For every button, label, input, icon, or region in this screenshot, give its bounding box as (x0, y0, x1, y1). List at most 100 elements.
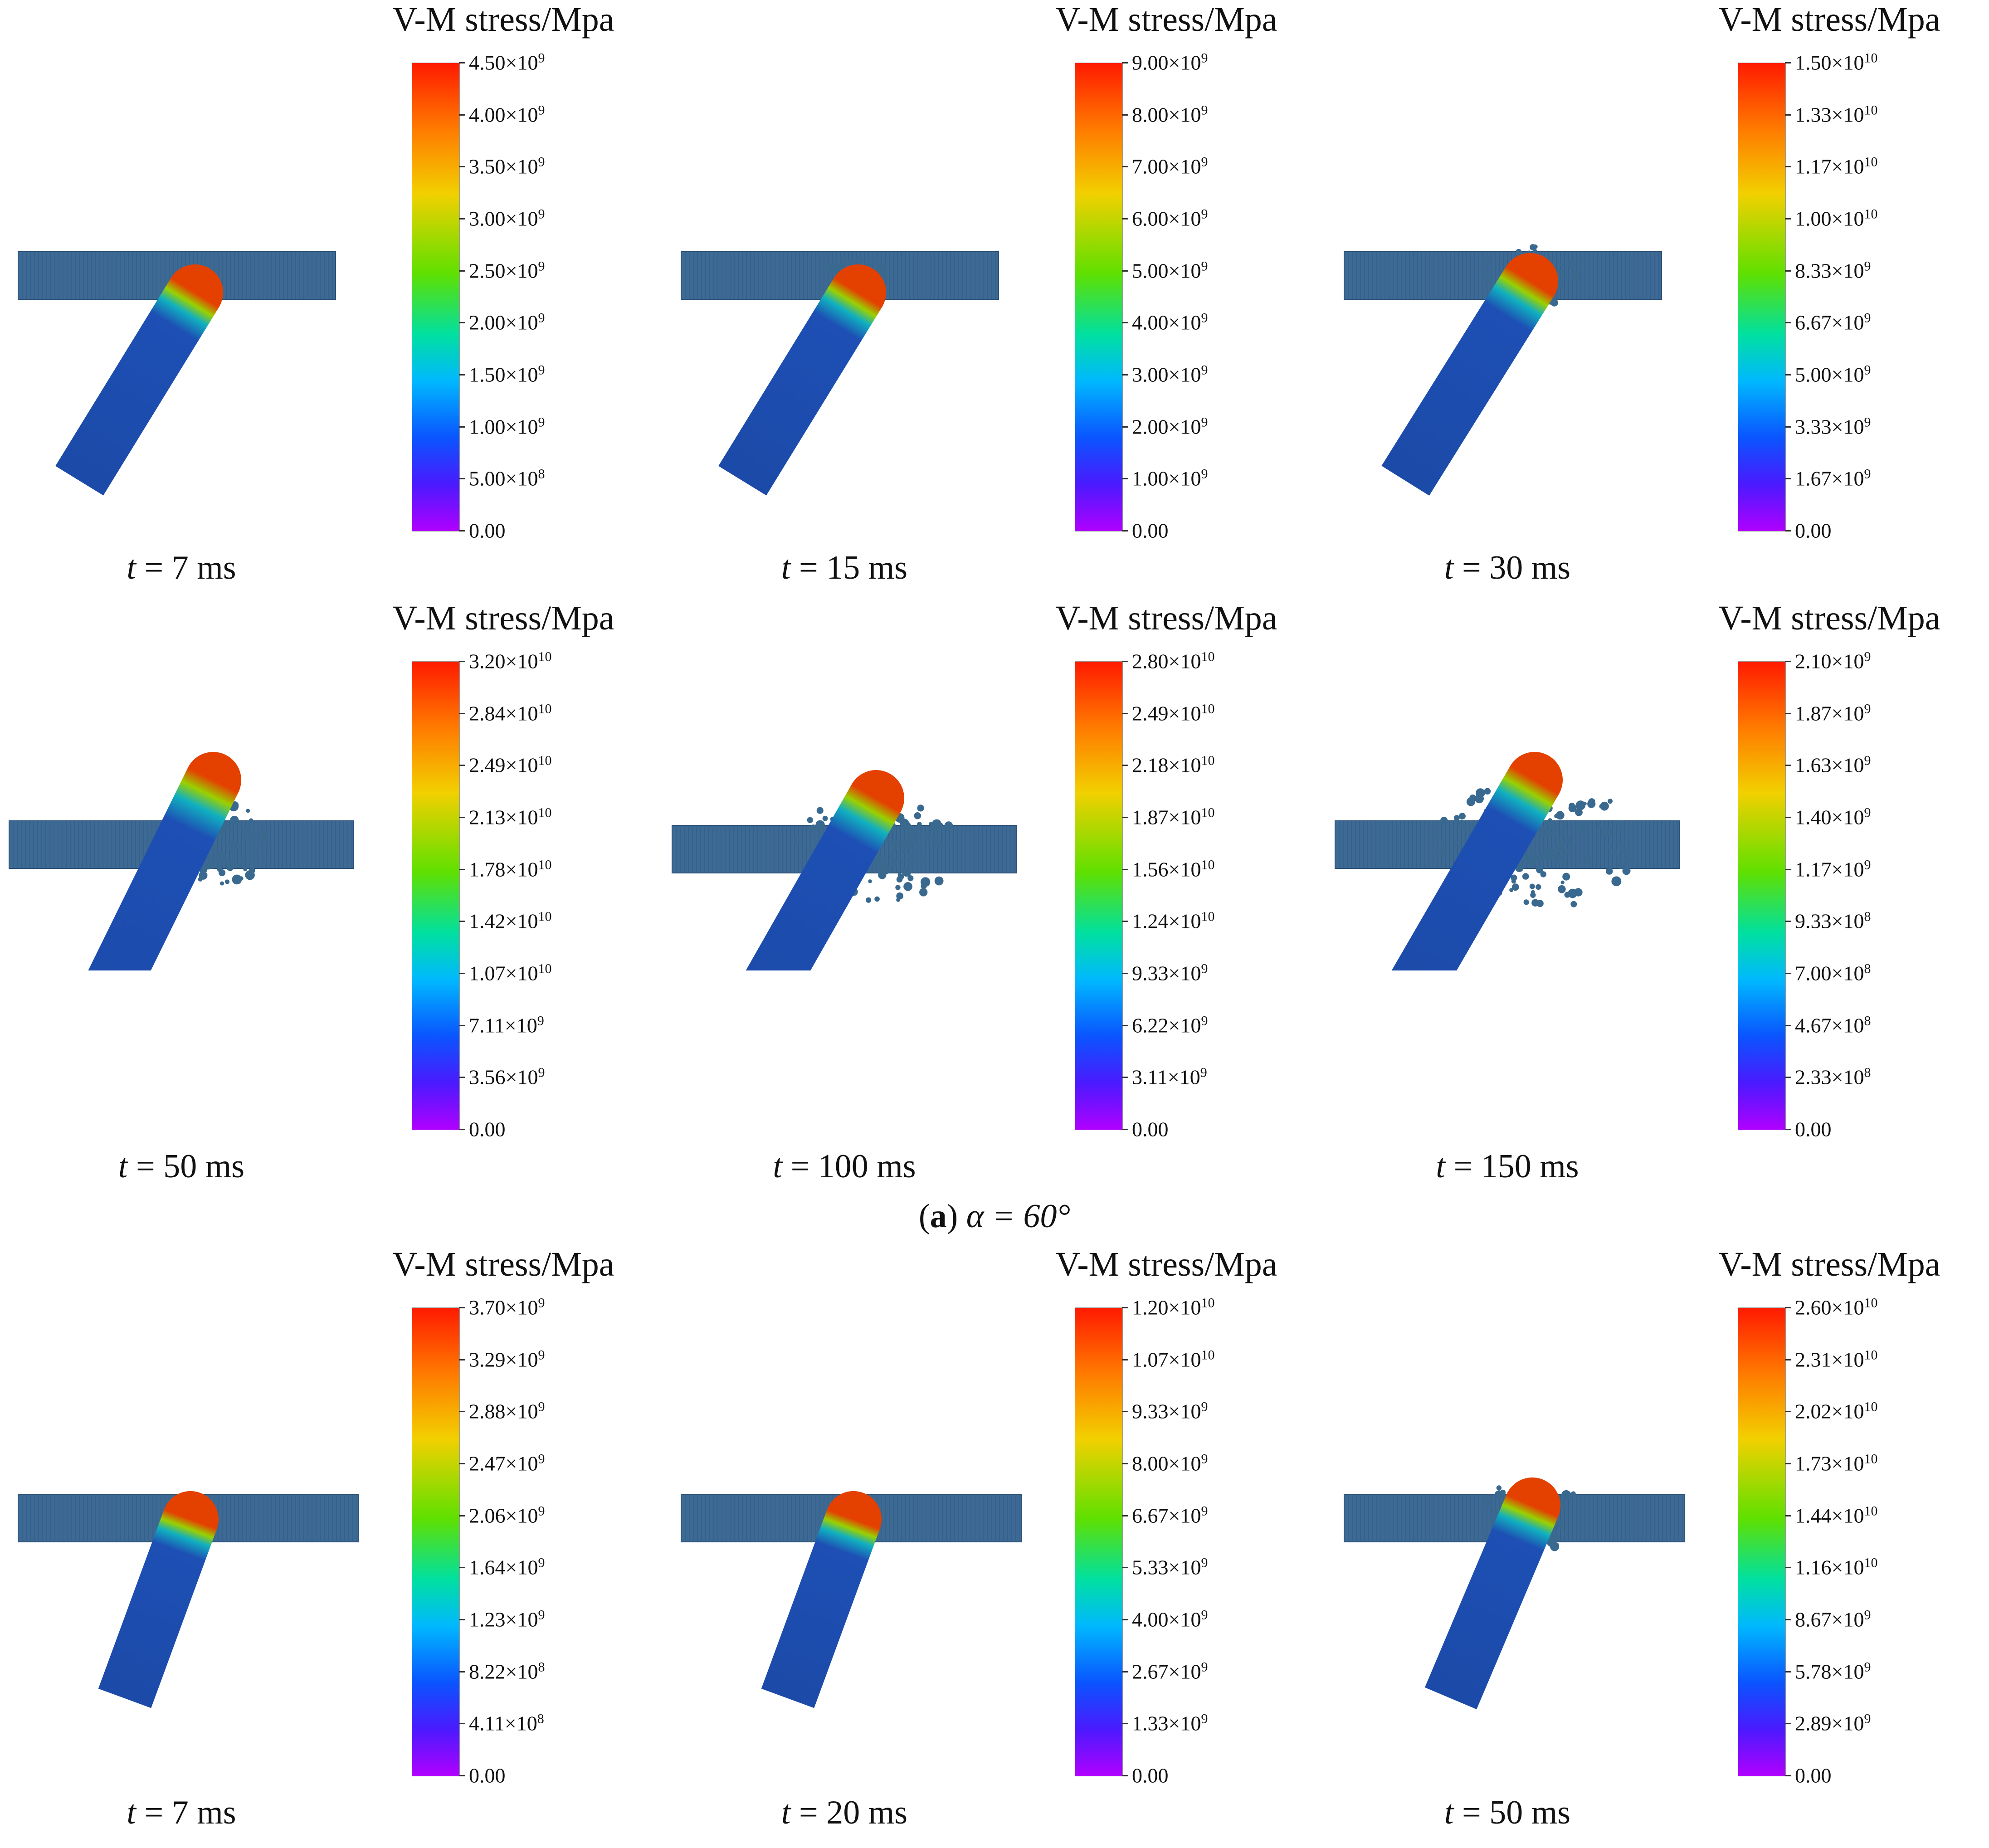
colorbar-tick (1785, 218, 1791, 219)
colorbar-tick-label: 2.50×109 (469, 258, 545, 283)
debris-particle (1622, 867, 1631, 875)
debris-particle (1496, 1485, 1502, 1491)
debris-particle (938, 823, 943, 828)
colorbar (1738, 63, 1786, 531)
colorbar-tick-label: 1.44×1010 (1795, 1503, 1878, 1527)
colorbar-tick-label: 1.63×109 (1795, 753, 1871, 777)
stress-panel: V-M stress/Mpa 3.20×1010 2.84×1010 2.49×101… (0, 599, 663, 1202)
debris-particle (249, 818, 253, 823)
debris-particle (245, 870, 255, 880)
debris-particle (227, 827, 234, 834)
colorbar-tick-label: 2.00×109 (1132, 414, 1208, 439)
debris-particle (1561, 1490, 1571, 1500)
colorbar-tick-label: 3.70×109 (469, 1295, 545, 1319)
debris-particle (1500, 1489, 1506, 1496)
colorbar-tick-label: 2.49×1010 (469, 753, 552, 777)
colorbar-tick (1785, 712, 1791, 714)
debris-particle (1568, 888, 1578, 898)
colorbar-tick (459, 1411, 465, 1413)
debris-particle (1555, 1520, 1563, 1527)
debris-particle (917, 805, 924, 812)
debris-particle (220, 881, 224, 886)
colorbar-tick (459, 1024, 465, 1026)
colorbar-tick (1122, 426, 1128, 428)
colorbar-tick-label: 9.33×108 (1795, 909, 1871, 933)
stress-panel: V-M stress/Mpa 4.50×109 4.00×109 3.50×109 3.… (0, 0, 663, 603)
colorbar-tick-label: 8.33×109 (1795, 258, 1871, 283)
debris-particle (1438, 846, 1448, 855)
debris-particle (1564, 836, 1572, 844)
stress-panel: V-M stress/Mpa 1.50×1010 1.33×1010 1.17×101… (1326, 0, 1989, 603)
colorbar-tick (1122, 817, 1128, 818)
colorbar-tick-label: 1.87×109 (1795, 701, 1871, 725)
colorbar-tick-label: 1.56×1010 (1132, 857, 1215, 881)
impact-simulation (681, 1491, 1022, 1708)
projectile-rod (98, 1491, 219, 1708)
colorbar-tick (459, 1307, 465, 1308)
time-caption: t = 50 ms (1444, 1794, 1571, 1831)
colorbar-tick (459, 1129, 465, 1130)
debris-particle (1547, 1538, 1556, 1547)
colorbar-title: V-M stress/Mpa (1055, 0, 1277, 39)
debris-particle (1588, 798, 1595, 805)
debris-particle (1600, 801, 1609, 811)
colorbar-tick-label: 1.40×109 (1795, 805, 1871, 829)
debris-particle (1567, 261, 1573, 267)
debris-particle (807, 817, 813, 823)
debris-particle (1539, 850, 1548, 859)
colorbar-title: V-M stress/Mpa (1718, 599, 1940, 637)
colorbar (412, 63, 460, 531)
colorbar-tick (1122, 1567, 1128, 1569)
debris-particle (1565, 850, 1570, 854)
colorbar-tick (1785, 1024, 1791, 1026)
debris-particle (906, 824, 914, 833)
colorbar-tick (1122, 1129, 1128, 1130)
colorbar-tick (1785, 166, 1791, 168)
colorbar-tick-label: 7.00×109 (1132, 154, 1208, 178)
debris-particle (237, 863, 241, 868)
debris-particle (264, 840, 270, 846)
colorbar-tick-label: 0.00 (469, 519, 506, 542)
colorbar-tick-label: 0.00 (469, 1764, 506, 1787)
debris-particle (251, 852, 257, 858)
colorbar-tick (459, 1671, 465, 1672)
colorbar-tick (459, 426, 465, 428)
debris-particle (1526, 854, 1536, 864)
debris-particle (206, 855, 213, 861)
debris-particle (1531, 890, 1535, 894)
colorbar-tick-label: 3.56×109 (469, 1065, 545, 1089)
colorbar-tick-label: 8.67×109 (1795, 1607, 1871, 1631)
colorbar-tick (1122, 1515, 1128, 1516)
colorbar-tick-label: 2.18×1010 (1132, 753, 1215, 777)
colorbar-tick (459, 765, 465, 766)
colorbar-tick-label: 5.00×108 (469, 466, 545, 490)
colorbar-tick-label: 1.23×109 (469, 1607, 545, 1631)
debris-particle (239, 876, 244, 881)
colorbar-tick-label: 1.87×1010 (1132, 805, 1215, 829)
colorbar-tick-label: 0.00 (1795, 1764, 1832, 1787)
colorbar-tick-label: 2.33×108 (1795, 1065, 1871, 1089)
colorbar-tick (459, 1775, 465, 1776)
time-caption: t = 30 ms (1444, 549, 1571, 586)
debris-particle (1530, 244, 1536, 251)
debris-particle (919, 888, 928, 897)
colorbar-tick-label: 0.00 (1795, 519, 1832, 542)
colorbar-tick-label: 1.64×109 (469, 1555, 545, 1579)
debris-particle (841, 262, 846, 267)
colorbar-tick-label: 2.13×1010 (469, 805, 552, 829)
debris-particle (897, 873, 902, 877)
debris-particle (1461, 824, 1468, 830)
debris-particle (916, 822, 922, 827)
debris-particle (1570, 901, 1577, 907)
debris-particle (1599, 804, 1604, 809)
subfigure-caption-a: (a) α = 60° (918, 1198, 1071, 1235)
debris-particle (1536, 900, 1544, 907)
colorbar-tick-label: 9.33×109 (1132, 1399, 1208, 1423)
colorbar-tick (459, 166, 465, 168)
colorbar-tick-label: 3.11×109 (1132, 1065, 1207, 1089)
colorbar-tick (1122, 114, 1128, 116)
colorbar-tick-label: 1.00×109 (1132, 466, 1208, 490)
colorbar-tick (1785, 1671, 1791, 1672)
colorbar-tick (459, 868, 465, 870)
colorbar-tick (1122, 1024, 1128, 1026)
